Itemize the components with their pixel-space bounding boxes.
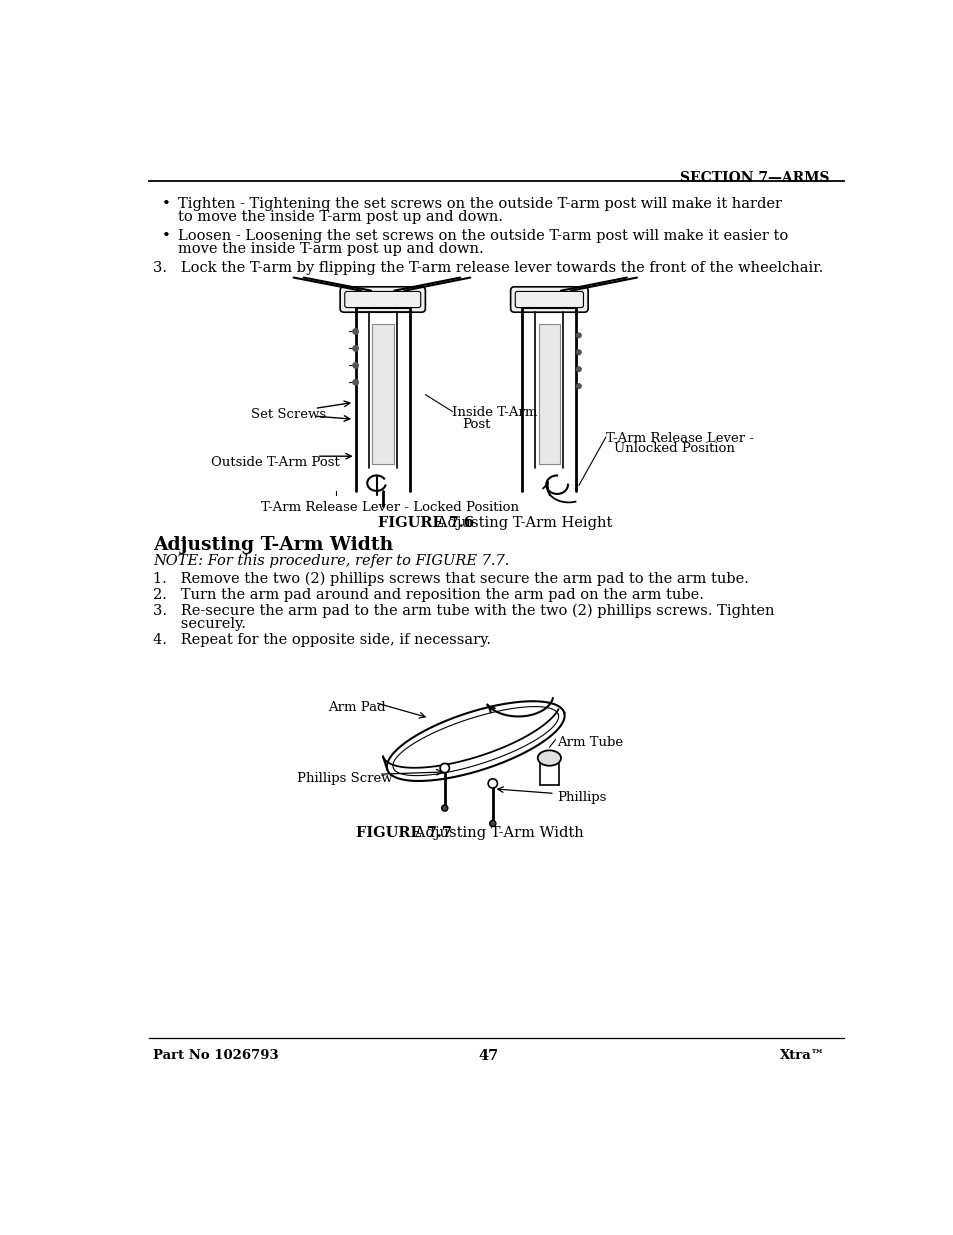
Text: Outside T-Arm Post: Outside T-Arm Post <box>211 456 339 469</box>
Text: move the inside T-arm post up and down.: move the inside T-arm post up and down. <box>178 242 483 256</box>
FancyBboxPatch shape <box>340 287 425 312</box>
Text: Arm Pad: Arm Pad <box>328 701 386 714</box>
Text: to move the inside T-arm post up and down.: to move the inside T-arm post up and dow… <box>178 210 502 224</box>
Circle shape <box>353 379 358 385</box>
Text: •: • <box>161 196 170 211</box>
Text: T-Arm Release Lever - Locked Position: T-Arm Release Lever - Locked Position <box>261 501 519 514</box>
Circle shape <box>353 346 358 351</box>
Text: Arm Tube: Arm Tube <box>557 736 622 748</box>
Text: 3.   Re-secure the arm pad to the arm tube with the two (2) phillips screws. Tig: 3. Re-secure the arm pad to the arm tube… <box>153 604 774 619</box>
Text: Unlocked Position: Unlocked Position <box>613 442 734 456</box>
Text: Phillips: Phillips <box>557 792 606 804</box>
Text: securely.: securely. <box>153 618 246 631</box>
Text: Part No 1026793: Part No 1026793 <box>153 1049 278 1062</box>
Text: 3.   Lock the T-arm by flipping the T-arm release lever towards the front of the: 3. Lock the T-arm by flipping the T-arm … <box>153 262 822 275</box>
Circle shape <box>489 820 496 826</box>
Text: NOTE: For this procedure, refer to FIGURE 7.7.: NOTE: For this procedure, refer to FIGUR… <box>153 555 509 568</box>
Circle shape <box>576 367 580 372</box>
Circle shape <box>576 384 580 389</box>
Text: Set Screws: Set Screws <box>251 409 326 421</box>
Circle shape <box>488 779 497 788</box>
Circle shape <box>576 350 580 354</box>
FancyBboxPatch shape <box>537 324 559 464</box>
Circle shape <box>576 333 580 337</box>
Circle shape <box>353 329 358 335</box>
Text: T-Arm Release Lever -: T-Arm Release Lever - <box>605 431 753 445</box>
Text: •: • <box>161 228 170 243</box>
Text: SECTION 7—ARMS: SECTION 7—ARMS <box>679 172 828 185</box>
Text: Inside T-Arm: Inside T-Arm <box>452 406 537 419</box>
Text: 4.   Repeat for the opposite side, if necessary.: 4. Repeat for the opposite side, if nece… <box>153 634 491 647</box>
Text: Xtra™: Xtra™ <box>779 1049 823 1062</box>
Text: 47: 47 <box>478 1049 498 1063</box>
Text: Phillips Screw: Phillips Screw <box>297 772 393 785</box>
Text: Adjusting T-Arm Height: Adjusting T-Arm Height <box>422 516 612 530</box>
FancyBboxPatch shape <box>510 287 587 312</box>
Text: Tighten - Tightening the set screws on the outside T-arm post will make it harde: Tighten - Tightening the set screws on t… <box>178 196 781 211</box>
Ellipse shape <box>537 751 560 766</box>
FancyBboxPatch shape <box>372 324 394 464</box>
Text: 2.   Turn the arm pad around and reposition the arm pad on the arm tube.: 2. Turn the arm pad around and repositio… <box>153 588 703 601</box>
Text: Post: Post <box>462 417 491 431</box>
Circle shape <box>441 805 447 811</box>
Circle shape <box>439 763 449 773</box>
Text: FIGURE 7.6: FIGURE 7.6 <box>377 516 474 530</box>
Text: Loosen - Loosening the set screws on the outside T-arm post will make it easier : Loosen - Loosening the set screws on the… <box>178 228 787 243</box>
Text: 1.   Remove the two (2) phillips screws that secure the arm pad to the arm tube.: 1. Remove the two (2) phillips screws th… <box>153 572 748 587</box>
Text: FIGURE 7.7: FIGURE 7.7 <box>355 826 451 840</box>
Circle shape <box>353 363 358 368</box>
Text: Adjusting T-Arm Width: Adjusting T-Arm Width <box>153 536 394 553</box>
Text: Adjusting T-Arm Width: Adjusting T-Arm Width <box>400 826 582 840</box>
